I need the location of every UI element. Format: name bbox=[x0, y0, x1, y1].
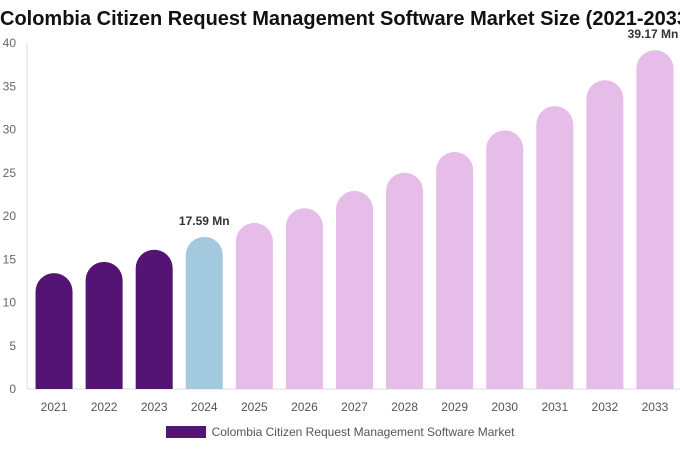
bar-2023 bbox=[135, 249, 173, 389]
x-tick-label: 2022 bbox=[91, 400, 118, 414]
bar-2026 bbox=[285, 208, 323, 389]
y-tick-label: 10 bbox=[3, 296, 17, 310]
x-tick-label: 2028 bbox=[391, 400, 418, 414]
x-tick-label: 2026 bbox=[291, 400, 318, 414]
bar-2021 bbox=[35, 273, 73, 389]
bar-2022 bbox=[85, 261, 123, 389]
legend-swatch bbox=[165, 426, 206, 438]
x-tick-label: 2030 bbox=[491, 400, 518, 414]
x-tick-label: 2021 bbox=[41, 400, 68, 414]
y-tick-label: 40 bbox=[3, 36, 17, 50]
chart-title: Colombia Citizen Request Management Soft… bbox=[0, 8, 680, 30]
y-tick-label: 25 bbox=[3, 166, 17, 180]
bar-2033 bbox=[636, 50, 674, 389]
y-tick-label: 20 bbox=[3, 209, 17, 223]
bar-2028 bbox=[386, 172, 424, 389]
x-tick-label: 2031 bbox=[541, 400, 568, 414]
legend-label: Colombia Citizen Request Management Soft… bbox=[211, 425, 515, 439]
x-tick-label: 2024 bbox=[191, 400, 218, 414]
legend: Colombia Citizen Request Management Soft… bbox=[0, 425, 680, 439]
y-tick-label: 30 bbox=[3, 123, 17, 137]
y-tick-label: 5 bbox=[9, 339, 16, 353]
x-tick-label: 2027 bbox=[341, 400, 368, 414]
x-tick-label: 2025 bbox=[241, 400, 268, 414]
data-label: 39.17 Mn bbox=[628, 27, 679, 41]
data-label: 17.59 Mn bbox=[179, 214, 230, 228]
bar-2027 bbox=[336, 190, 373, 389]
bar-2030 bbox=[486, 130, 524, 389]
x-tick-label: 2023 bbox=[141, 400, 168, 414]
bar-2032 bbox=[586, 80, 624, 389]
bar-2025 bbox=[235, 222, 273, 389]
y-tick-label: 35 bbox=[3, 79, 17, 93]
bar-2029 bbox=[436, 151, 474, 389]
bar-2031 bbox=[536, 106, 574, 390]
y-tick-label: 15 bbox=[3, 252, 17, 266]
x-tick-label: 2033 bbox=[642, 400, 669, 414]
x-tick-label: 2032 bbox=[592, 400, 619, 414]
x-tick-label: 2029 bbox=[441, 400, 468, 414]
bar-2024 bbox=[185, 236, 223, 389]
y-tick-label: 0 bbox=[9, 382, 16, 396]
